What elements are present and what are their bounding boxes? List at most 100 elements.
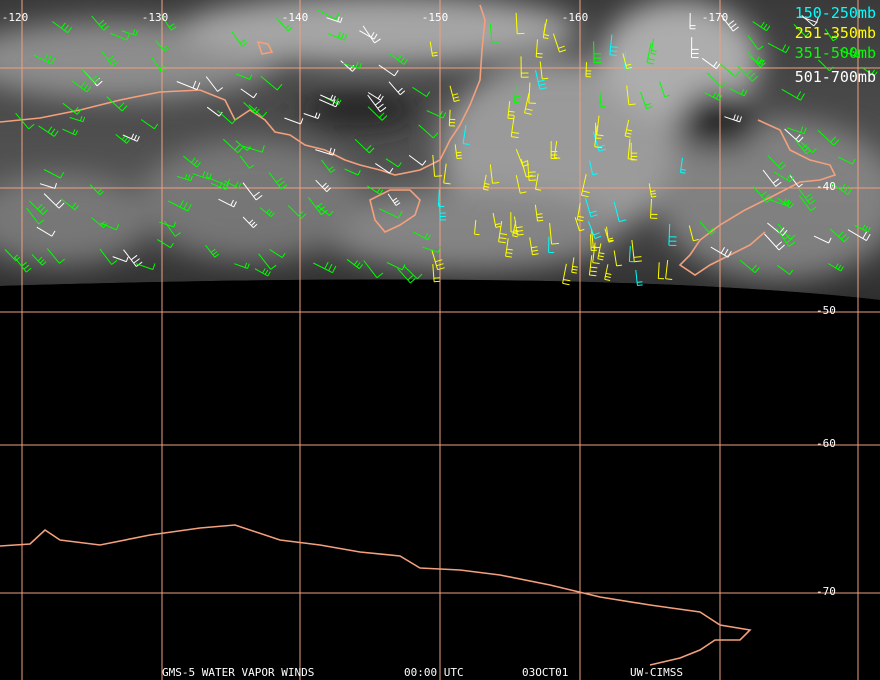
wind-barb (552, 33, 567, 53)
wind-barb (426, 110, 447, 119)
wind-barb (60, 198, 79, 211)
wind-barb (403, 265, 423, 280)
wind-barb (432, 154, 443, 177)
wind-barb (474, 220, 480, 236)
wind-barb (854, 224, 871, 233)
legend-entry: 351-500mb (795, 44, 876, 62)
wind-barb (640, 91, 653, 110)
wind-barb (798, 188, 816, 205)
wind-barb (205, 244, 220, 258)
wind-barb (580, 174, 590, 198)
wind-barb (462, 125, 470, 145)
wind-barb (164, 220, 181, 237)
legend-entry: 150-250mb (795, 4, 876, 22)
wind-barb (752, 21, 771, 32)
wind-barb (115, 134, 131, 144)
wind-barb (242, 145, 265, 153)
wind-barb (362, 25, 381, 44)
wind-barb (319, 99, 339, 108)
wind-barb (747, 35, 764, 51)
wind-barb (650, 198, 658, 219)
wind-barb (388, 52, 409, 65)
wind-barb (109, 32, 130, 41)
wind-barb (748, 56, 765, 65)
wind-barb (668, 223, 677, 246)
wind-barb (62, 102, 82, 115)
wind-barb (534, 204, 544, 222)
wind-barb (89, 184, 104, 196)
wind-barb (492, 212, 501, 228)
wind-barb (764, 233, 785, 251)
wind-barb (589, 160, 598, 176)
wind-barb (317, 9, 340, 20)
wind-barb (596, 115, 604, 137)
wind-barb (307, 197, 328, 216)
wind-barb (699, 221, 716, 235)
wind-barb (122, 133, 140, 142)
wind-barb (176, 80, 201, 91)
wind-barb (483, 174, 490, 191)
wind-barb (680, 157, 686, 174)
wind-barb (571, 257, 578, 274)
wind-barb (646, 43, 655, 65)
coastline (369, 189, 421, 233)
wind-barb (515, 12, 525, 35)
wind-barb (720, 14, 739, 32)
wind-barb (46, 248, 66, 264)
longitude-labels: -120 -130 -140 -150 -160 -170 (2, 11, 729, 24)
wind-barb (135, 263, 156, 270)
wind-barb (631, 239, 642, 263)
wind-barb (31, 254, 47, 266)
wind-barb (313, 261, 337, 274)
wind-barb (665, 260, 673, 280)
wind-barb (789, 175, 803, 188)
wind-barb (344, 168, 361, 176)
wind-barb (439, 202, 447, 221)
wind-barb (688, 225, 699, 242)
wind-barb (515, 149, 530, 167)
wind-barb (192, 171, 212, 180)
wind-barb (824, 28, 838, 42)
lat-label: -60 (816, 437, 836, 450)
wind-barb (827, 263, 844, 272)
wind-barb (151, 57, 167, 73)
wind-barb (106, 96, 128, 112)
wind-barb (752, 185, 773, 203)
wind-barb (512, 221, 520, 238)
wind-barb (514, 216, 524, 236)
wind-barb (91, 217, 108, 228)
footer: GMS-5 WATER VAPOR WINDS 00:00 UTC 03OCT0… (162, 666, 683, 679)
wind-barb (585, 62, 592, 78)
wind-barb (604, 264, 612, 281)
wind-barb (507, 101, 515, 120)
wind-barb (367, 94, 387, 113)
wind-barb (801, 15, 818, 27)
wind-barb (817, 59, 834, 72)
wind-barb (795, 139, 812, 155)
wind-barb (387, 193, 401, 206)
wind-barb (489, 23, 499, 44)
wind-barb (242, 182, 263, 201)
wind-barb (613, 250, 623, 267)
wind-barb (798, 195, 817, 212)
coastline (256, 40, 274, 55)
wind-barb (513, 86, 521, 104)
wind-barb (69, 116, 86, 123)
wind-barb (222, 138, 243, 154)
wind-barb (234, 262, 250, 269)
wind-barb (767, 154, 786, 170)
wind-barb (326, 16, 343, 23)
wind-barb (529, 237, 539, 256)
wind-barb (81, 68, 100, 84)
wind-barb (784, 128, 804, 143)
wind-barb (315, 179, 332, 193)
wind-barb (830, 182, 853, 195)
wind-barb (777, 264, 794, 275)
wind-barb (218, 198, 237, 208)
wind-barb (769, 198, 790, 207)
wind-barb (701, 57, 721, 70)
wind-barb (505, 238, 513, 258)
legend-entry: 501-700mb (795, 68, 876, 86)
wind-barb (635, 269, 643, 286)
wind-barb (829, 228, 850, 243)
